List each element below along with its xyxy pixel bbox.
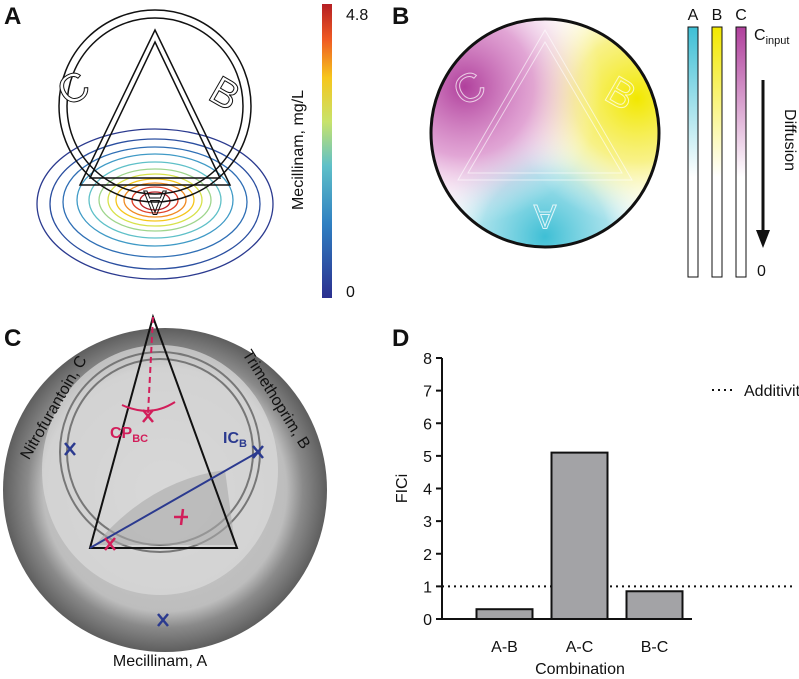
- colorbar-tick: 0: [346, 284, 355, 301]
- colorbar: [322, 4, 332, 298]
- panel-letter: C: [4, 325, 21, 352]
- arrow-label: Diffusion: [781, 109, 798, 171]
- panel-letter: A: [4, 3, 21, 30]
- bar-chart: 0 1 2 3 4 5 6 7 8 FICi A-B A-C B-C Combination Additiv…: [394, 351, 799, 678]
- bar: [550, 451, 609, 620]
- y-axis-label: FICi: [394, 474, 411, 503]
- ic-label: ICB: [223, 430, 247, 450]
- cp-label: CPBC: [110, 425, 148, 445]
- input-label: Cinput: [754, 27, 789, 47]
- legend-label: Additivity: [744, 383, 799, 400]
- input-label-sub: input: [766, 35, 790, 47]
- markers: [104, 409, 188, 551]
- markers: [64, 442, 264, 627]
- diffusion-bar: [735, 26, 747, 278]
- cp-sub: BC: [132, 433, 148, 445]
- y-tick-label: 5: [423, 449, 432, 466]
- triangle: [88, 313, 239, 549]
- bar-label: B: [712, 7, 723, 24]
- y-tick-label: 3: [423, 514, 432, 531]
- input-label-main: C: [754, 27, 766, 44]
- y-tick-label: 6: [423, 416, 432, 433]
- y-tick-label: 1: [423, 579, 432, 596]
- plate-outline: [429, 17, 661, 249]
- cp-line: [147, 316, 154, 415]
- cp-main: CP: [110, 425, 133, 442]
- bottom-label: 0: [757, 263, 766, 280]
- shape-label: A: [533, 197, 556, 235]
- y-tick-label: 8: [423, 351, 432, 368]
- ic-sub: B: [239, 438, 247, 450]
- arrow-head: [756, 230, 770, 248]
- shape-label: C: [50, 62, 97, 115]
- x-tick-label: A-B: [491, 639, 518, 656]
- bar: [475, 608, 534, 621]
- bar-label: A: [688, 7, 699, 24]
- colorbar-tick: 4.8: [346, 7, 368, 24]
- cp-arc: [121, 401, 176, 412]
- shape-label: B: [202, 68, 247, 119]
- drug-label: Mecillinam, A: [113, 653, 208, 670]
- x-tick-label: A-C: [566, 639, 594, 656]
- bar-label: C: [735, 7, 747, 24]
- y-tick-label: 2: [423, 547, 432, 564]
- panel-letter: B: [392, 3, 409, 30]
- colorbar-label: Mecillinam, mg/L: [290, 90, 307, 210]
- x-tick-label: B-C: [641, 639, 669, 656]
- diffusion-bar: [687, 26, 699, 278]
- panel-letter: D: [392, 325, 409, 352]
- diffusion-bar: [711, 26, 723, 278]
- x-axis-label: Combination: [535, 661, 625, 678]
- y-tick-label: 0: [423, 612, 432, 629]
- y-tick-label: 4: [423, 482, 432, 499]
- ic-line: [89, 451, 259, 549]
- bar: [625, 590, 684, 620]
- ic-main: IC: [223, 430, 239, 447]
- y-tick-label: 7: [423, 384, 432, 401]
- plate-outline: [58, 9, 252, 203]
- gradient-plate: [431, 19, 659, 247]
- shape-label: A: [143, 183, 166, 221]
